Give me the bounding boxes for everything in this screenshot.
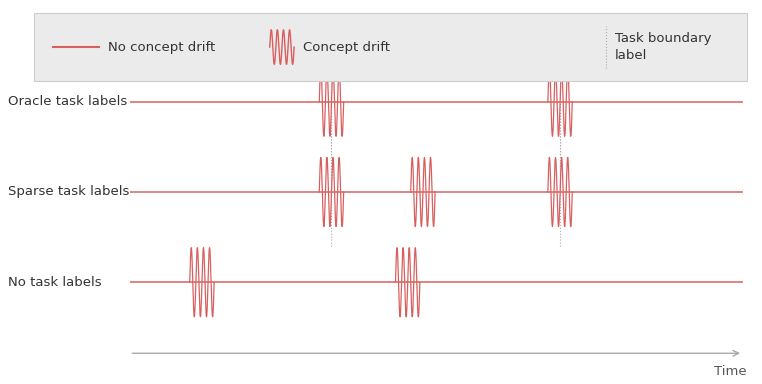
Text: No task labels: No task labels (8, 276, 101, 289)
Text: Time: Time (714, 365, 747, 378)
Text: No concept drift: No concept drift (108, 41, 216, 53)
Text: Concept drift: Concept drift (303, 41, 390, 53)
Text: Oracle task labels: Oracle task labels (8, 95, 126, 108)
Text: Sparse task labels: Sparse task labels (8, 185, 129, 199)
Text: Task boundary
label: Task boundary label (615, 32, 712, 62)
FancyBboxPatch shape (34, 13, 747, 81)
